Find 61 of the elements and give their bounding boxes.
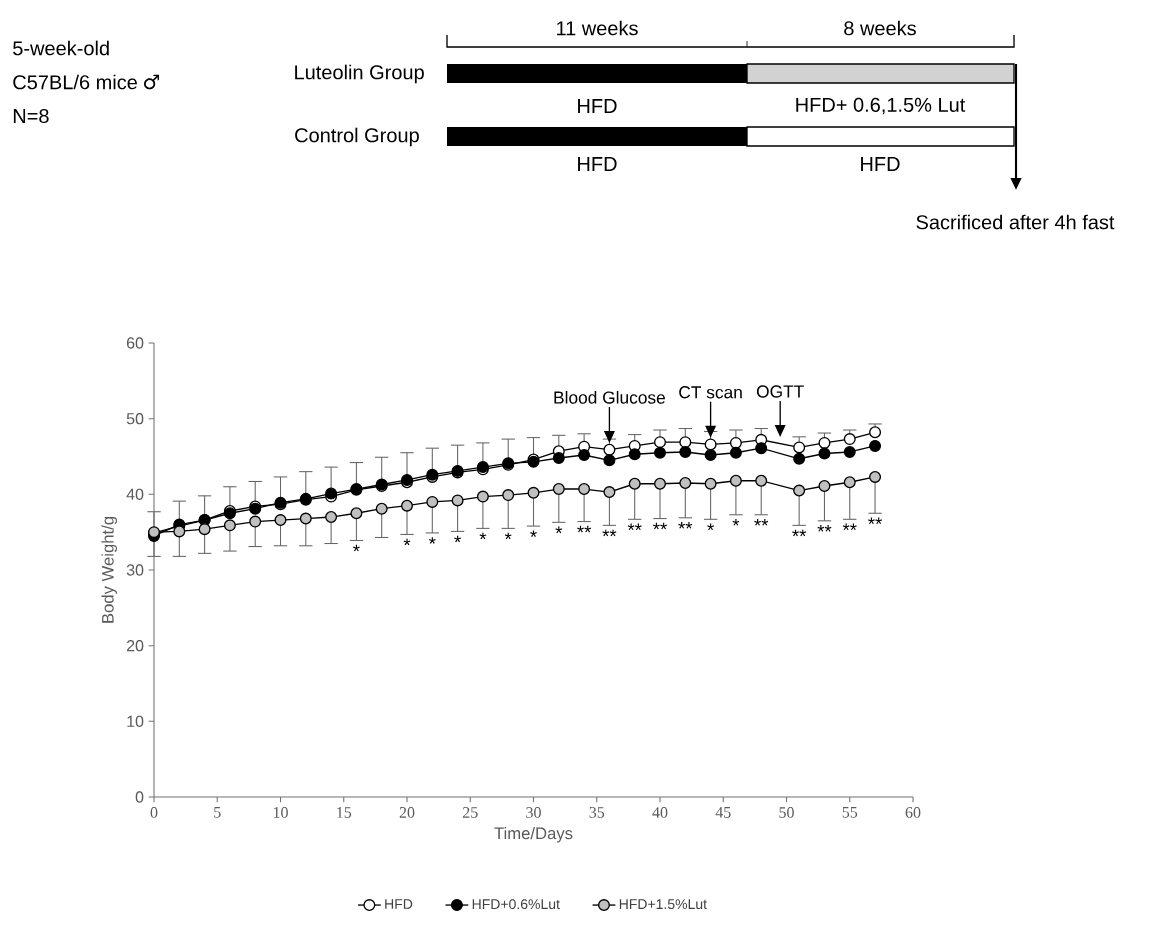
x-tick-label: 45 bbox=[715, 807, 731, 818]
y-axis-title: Body Weight/g bbox=[101, 517, 117, 623]
text: Luteolin Group bbox=[295, 64, 424, 84]
text: N=8 bbox=[13, 108, 49, 124]
x-tick-label: 30 bbox=[526, 807, 541, 818]
annotation: ** bbox=[678, 522, 693, 529]
annotation: * bbox=[504, 532, 512, 540]
x-axis-title: Time/Days bbox=[494, 826, 573, 843]
annotation: ** bbox=[868, 517, 883, 525]
y-tick-label: 20 bbox=[126, 640, 144, 652]
annotation: ** bbox=[577, 525, 592, 533]
annotation: CT scan bbox=[679, 386, 742, 399]
legend-label: HFD+1.5%Lut bbox=[619, 899, 707, 910]
y-tick-label: 0 bbox=[135, 791, 144, 803]
x-tick-label: 25 bbox=[462, 807, 478, 818]
text: HFD bbox=[578, 99, 617, 113]
annotation: ** bbox=[627, 523, 642, 531]
x-tick-label: 10 bbox=[273, 807, 288, 818]
annotation: * bbox=[454, 535, 461, 543]
text: HFD bbox=[578, 157, 617, 171]
annotation: * bbox=[530, 530, 537, 537]
x-tick-label: 20 bbox=[399, 807, 415, 818]
text: HFD bbox=[861, 157, 900, 171]
y-tick-label: 30 bbox=[126, 564, 144, 576]
annotation: ** bbox=[792, 529, 807, 537]
annotation: OGTT bbox=[756, 385, 804, 398]
x-tick-label: 0 bbox=[150, 807, 158, 818]
x-tick-label: 5 bbox=[214, 807, 221, 818]
y-tick-label: 10 bbox=[127, 715, 144, 727]
text: ♂ bbox=[144, 74, 160, 90]
text: Control Group bbox=[295, 127, 419, 147]
text: Sacrificed after 4h fast bbox=[916, 214, 1115, 230]
annotation: * bbox=[428, 537, 436, 544]
text: HFD+ 0.6,1.5% Lut bbox=[796, 97, 966, 115]
text: 5-week-old bbox=[13, 40, 109, 56]
annotation: * bbox=[707, 523, 714, 531]
legend-label: HFD bbox=[385, 899, 413, 909]
text: 11 weeks bbox=[557, 20, 638, 36]
x-tick-label: 55 bbox=[842, 807, 858, 818]
annotation: * bbox=[353, 544, 360, 552]
x-tick-label: 50 bbox=[779, 807, 794, 818]
y-tick-label: 40 bbox=[126, 488, 144, 500]
annotation: ** bbox=[602, 529, 617, 537]
x-tick-label: 15 bbox=[337, 807, 352, 818]
annotation: * bbox=[403, 538, 411, 546]
x-tick-label: 40 bbox=[652, 807, 668, 818]
annotation: Blood Glucose bbox=[554, 390, 665, 404]
text: 8 weeks bbox=[844, 20, 916, 36]
x-tick-label: 35 bbox=[589, 807, 605, 818]
annotation: * bbox=[732, 519, 740, 526]
annotation: * bbox=[479, 532, 487, 540]
y-tick-label: 60 bbox=[126, 337, 144, 349]
annotation: ** bbox=[754, 519, 769, 526]
annotation: ** bbox=[653, 522, 667, 530]
legend-label: HFD+0.6%Lut bbox=[472, 899, 560, 910]
text: C57BL/6 mice bbox=[13, 74, 137, 90]
annotation: ** bbox=[842, 523, 857, 531]
annotation: * bbox=[555, 526, 563, 534]
y-tick-label: 50 bbox=[126, 413, 144, 425]
x-tick-label: 60 bbox=[905, 807, 921, 818]
annotation: ** bbox=[817, 525, 832, 532]
